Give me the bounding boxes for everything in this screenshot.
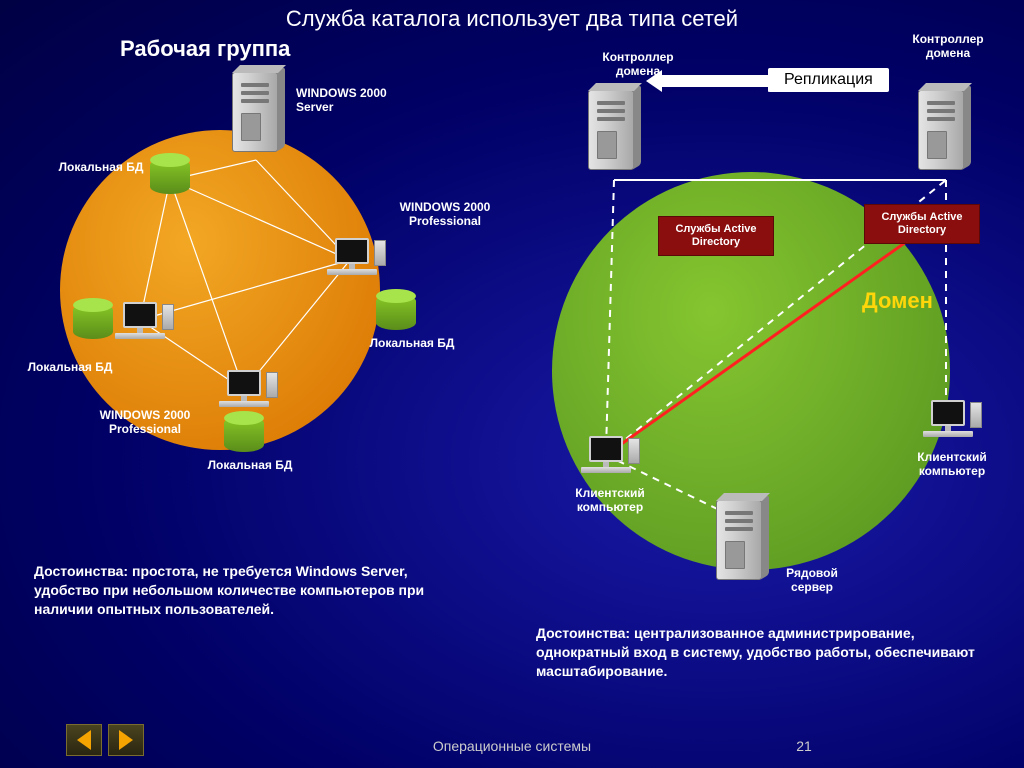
pc-bot <box>216 370 272 414</box>
member-server <box>716 500 772 590</box>
dc-left <box>588 90 644 180</box>
db-left <box>73 303 113 339</box>
slide-title: Служба каталога использует два типа сете… <box>0 6 1024 32</box>
pc-left <box>112 302 168 346</box>
replication-label: Репликация <box>768 68 889 92</box>
workgroup-advantages: Достоинства: простота, не требуется Wind… <box>34 562 464 619</box>
workgroup-title: Рабочая группа <box>120 36 290 62</box>
dc-right-label: Контроллердомена <box>898 32 998 61</box>
server-label: WINDOWS 2000Server <box>296 86 416 115</box>
next-button[interactable] <box>108 724 144 756</box>
domain-advantages: Достоинства: централизованное администри… <box>536 624 996 681</box>
db-right-label: Локальная БД <box>362 336 462 350</box>
db-left-label: Локальная БД <box>20 360 120 374</box>
dc-right <box>918 90 974 180</box>
member-server-label: Рядовойсервер <box>772 566 852 595</box>
pc-right <box>324 238 380 282</box>
replication-arrow <box>660 70 770 92</box>
win2k-bot-label: WINDOWS 2000Professional <box>90 408 200 437</box>
db-bot-label: Локальная БД <box>200 458 300 472</box>
db-right <box>376 294 416 330</box>
domain-word: Домен <box>862 288 933 314</box>
prev-button[interactable] <box>66 724 102 756</box>
win2k-right-label: WINDOWS 2000Professional <box>390 200 500 229</box>
footer-text: Операционные системы <box>0 738 1024 754</box>
db-top <box>150 158 190 194</box>
page-number: 21 <box>784 738 824 754</box>
ad-right-box: Службы ActiveDirectory <box>864 204 980 244</box>
client-left-label: Клиентскийкомпьютер <box>560 486 660 515</box>
db-bot <box>224 416 264 452</box>
workgroup-server <box>232 72 288 162</box>
client-left <box>578 436 634 480</box>
client-right <box>920 400 976 444</box>
db-top-label: Локальная БД <box>56 160 146 174</box>
ad-left-box: Службы ActiveDirectory <box>658 216 774 256</box>
client-right-label: Клиентскийкомпьютер <box>902 450 1002 479</box>
